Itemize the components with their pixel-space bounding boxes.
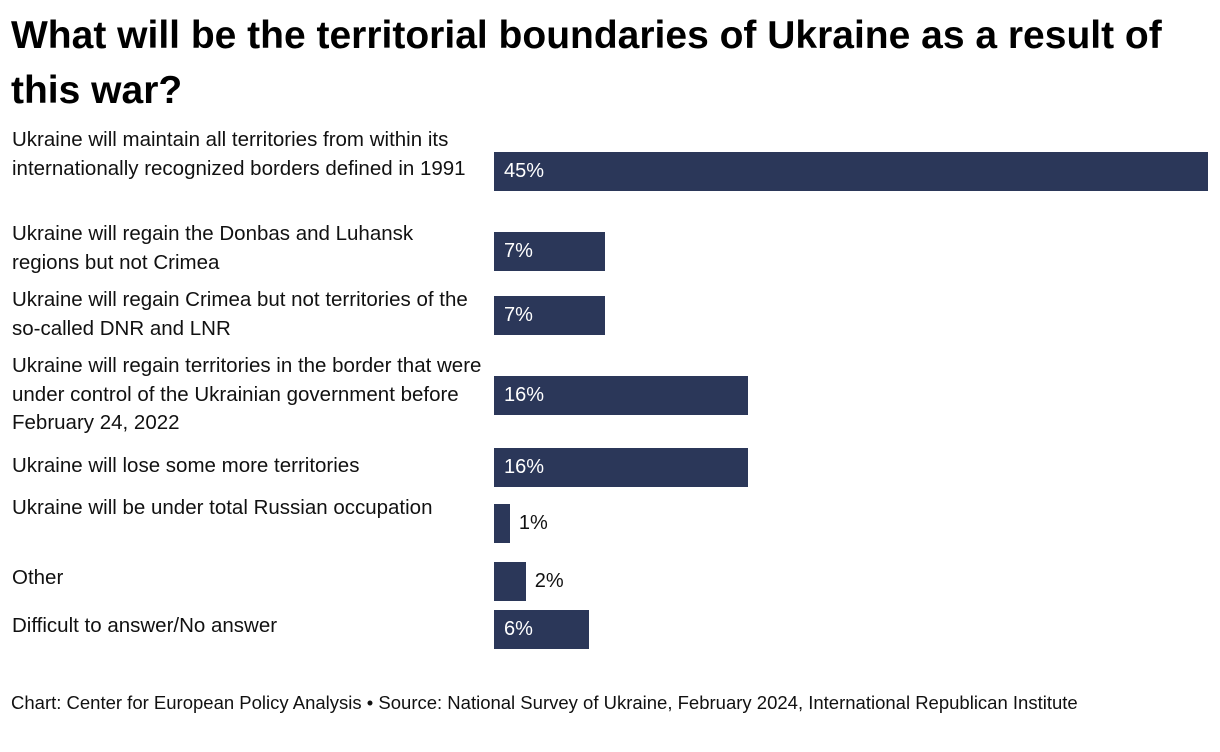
bar [494,231,606,271]
bar [494,295,606,335]
category-label: Ukraine will regain territories in the b… [12,354,482,434]
category-label: Other [12,566,64,589]
category-label: Difficult to answer/No answer [12,614,278,637]
bar-value-label: 16% [504,383,545,406]
bar [494,375,748,415]
category-label: Ukraine will be under total Russian occu… [12,496,433,519]
category-label: Ukraine will regain Crimea but not terri… [12,288,468,340]
bar [494,447,748,487]
category-label: Ukraine will lose some more territories [12,454,360,477]
bar-value-label: 2% [534,569,564,592]
bar-value-label: 7% [504,303,533,326]
bar [494,561,526,601]
category-label: Ukraine will maintain all territories fr… [12,128,466,180]
bar-value-label: 16% [504,455,545,478]
bar [494,503,510,543]
category-label: Ukraine will regain the Donbas and Luhan… [12,222,414,274]
bar-value-label: 45% [504,159,545,182]
bar-value-label: 6% [504,617,533,640]
chart-footer: Chart: Center for European Policy Analys… [11,692,1078,713]
bar [494,151,1208,191]
chart-title: What will be the territorial boundaries … [11,14,1162,112]
bar-value-label: 1% [518,511,548,534]
bar [494,609,590,649]
bar-value-label: 7% [504,239,533,262]
